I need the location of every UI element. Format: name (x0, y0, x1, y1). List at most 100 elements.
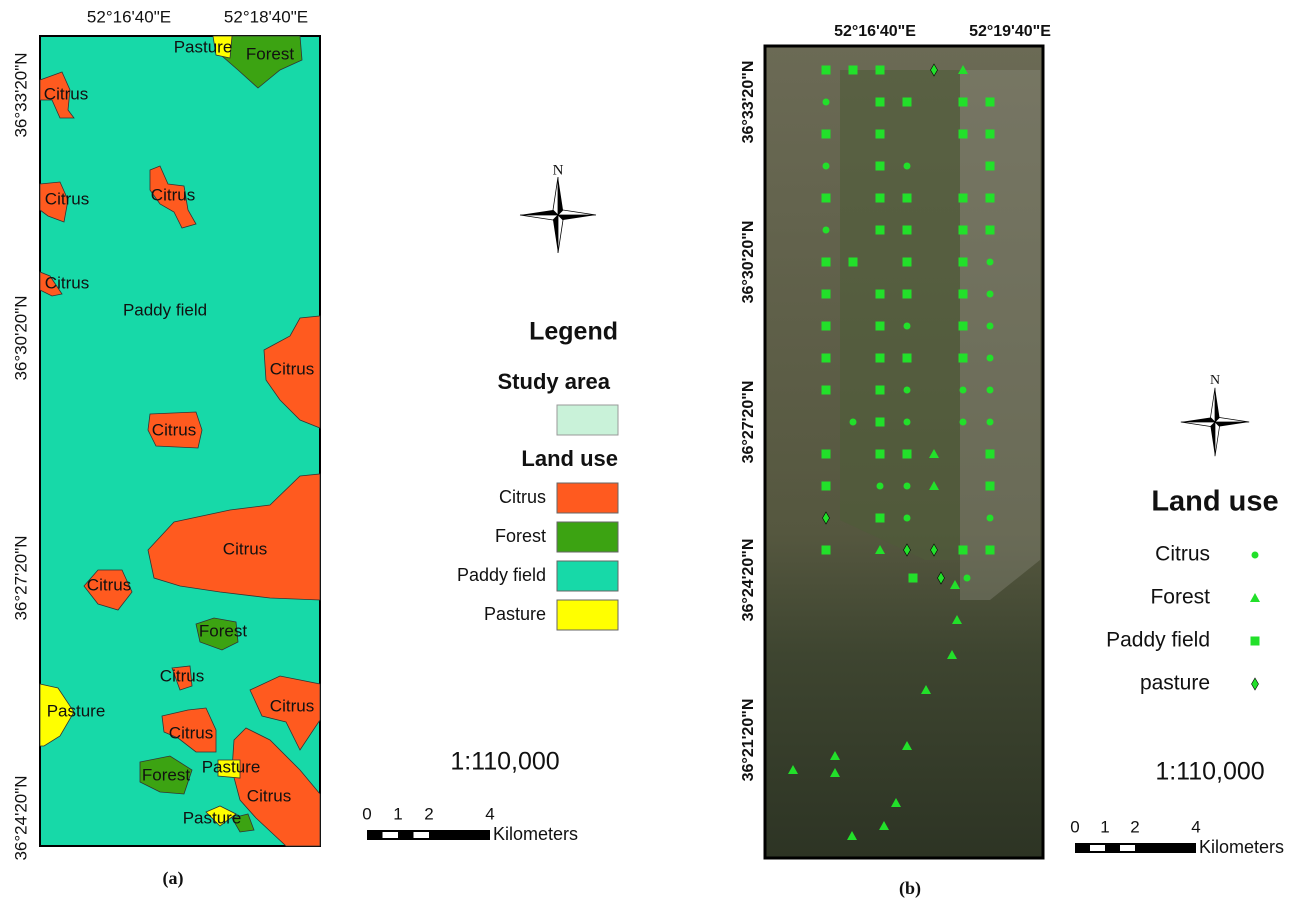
sample-point (986, 546, 995, 555)
sample-point (986, 482, 995, 491)
sample-point (822, 290, 831, 299)
north-label: N (1210, 373, 1220, 388)
sample-point (904, 387, 911, 394)
legend-label: Citrus (499, 487, 546, 507)
sample-point (822, 322, 831, 331)
sample-point (987, 291, 994, 298)
legend-swatch (557, 561, 618, 591)
sample-point (959, 130, 968, 139)
north-arrow (1181, 388, 1249, 456)
sample-point (876, 354, 885, 363)
sample-point (903, 290, 912, 299)
sample-point (822, 386, 831, 395)
sample-point (822, 258, 831, 267)
sample-point (1252, 552, 1259, 559)
scale-unit: Kilometers (1199, 837, 1284, 857)
legend-heading: Land use (521, 446, 618, 471)
lat-label: 36°27'20"N (740, 381, 757, 464)
sample-point (959, 354, 968, 363)
sample-point (987, 387, 994, 394)
map-label: Pasture (183, 808, 242, 827)
sample-point (822, 354, 831, 363)
map-label: Forest (142, 765, 190, 784)
scale-tick: 0 (1070, 817, 1079, 836)
map-label: Forest (246, 44, 294, 63)
sample-point (876, 290, 885, 299)
legend-label: Pasture (484, 604, 546, 624)
map-label: Citrus (152, 420, 196, 439)
legend-heading: Study area (498, 369, 611, 394)
scale-tick: 4 (485, 804, 494, 823)
scale-segment (383, 832, 399, 838)
scale-segment (1090, 845, 1105, 851)
legend-label: Forest (1150, 586, 1210, 609)
sample-point (960, 419, 967, 426)
sample-point (876, 98, 885, 107)
map-label: Citrus (45, 273, 89, 292)
sample-point (986, 162, 995, 171)
sample-point (822, 66, 831, 75)
legend-swatch (557, 522, 618, 552)
scale-tick: 2 (1130, 817, 1139, 836)
sample-point (1251, 637, 1260, 646)
sample-point (876, 226, 885, 235)
sample-point (987, 323, 994, 330)
legend-label: Forest (495, 526, 546, 546)
map-label: Pasture (202, 757, 261, 776)
sample-point (822, 194, 831, 203)
sample-point (822, 546, 831, 555)
lat-label: 36°30'20"N (11, 295, 30, 380)
sample-point (903, 226, 912, 235)
sample-point (876, 386, 885, 395)
lat-label: 36°33'20"N (11, 52, 30, 137)
map-label: Pasture (174, 37, 233, 56)
sample-point (1252, 678, 1259, 690)
sample-point (959, 290, 968, 299)
lon-label: 52°18'40"E (224, 7, 308, 26)
sample-point (876, 450, 885, 459)
legend-swatch (557, 483, 618, 513)
sample-point (903, 194, 912, 203)
sample-point (876, 514, 885, 523)
legend-swatch (557, 405, 618, 435)
sample-point (876, 162, 885, 171)
figure: Pasture Forest Citrus Citrus Citrus Citrus Pad… (0, 0, 1311, 906)
sample-point (904, 163, 911, 170)
lat-label: 36°24'20"N (740, 539, 757, 622)
sample-point (823, 163, 830, 170)
legend-title: Legend (529, 318, 618, 346)
sample-point (876, 418, 885, 427)
sample-point (904, 323, 911, 330)
sample-point (986, 226, 995, 235)
north-arrow (520, 177, 596, 253)
sample-point (960, 387, 967, 394)
lon-label: 52°19'40"E (969, 23, 1051, 40)
scale-ratio: 1:110,000 (1155, 758, 1264, 786)
scale-tick: 1 (393, 804, 402, 823)
lat-label: 36°27'20"N (11, 535, 30, 620)
map-label: Citrus (169, 723, 213, 742)
sample-point (959, 194, 968, 203)
sample-point (959, 322, 968, 331)
map-label: Citrus (45, 189, 89, 208)
sample-point (850, 419, 857, 426)
sample-point (876, 130, 885, 139)
sample-point (876, 322, 885, 331)
sample-point (986, 130, 995, 139)
sample-point (849, 258, 858, 267)
legend-label: Paddy field (1106, 629, 1210, 652)
map-label: Citrus (160, 666, 204, 685)
sample-point (964, 575, 971, 582)
sample-point (849, 66, 858, 75)
map-label: Pasture (47, 701, 106, 720)
legend-title: Land use (1151, 486, 1278, 518)
map-label: Citrus (44, 84, 88, 103)
sample-point (987, 515, 994, 522)
scale-unit: Kilometers (493, 824, 578, 844)
sample-point (959, 258, 968, 267)
sample-point (959, 226, 968, 235)
sample-point (822, 482, 831, 491)
sample-point (876, 194, 885, 203)
sample-point (823, 99, 830, 106)
